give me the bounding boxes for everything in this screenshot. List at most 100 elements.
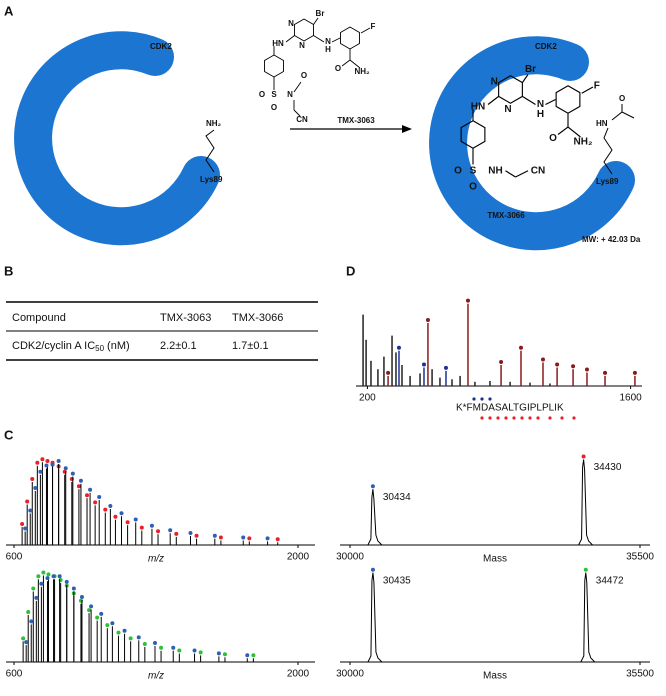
peptide-sequence: K*FMDASALTGIPLPLIK [456,403,564,414]
atom-label: NH [488,165,502,176]
atom-label: Br [525,64,536,75]
peak-marker [56,459,61,463]
peak [367,489,383,546]
fragment-dot [560,416,564,420]
atom-label: O [271,103,277,112]
peak-marker [499,360,504,364]
peak-marker [275,537,280,542]
atom-label: O [259,90,265,99]
peak-marker [194,533,199,538]
peak-marker [396,345,401,350]
peak-marker [105,623,110,628]
peak-marker [198,650,203,655]
peak-marker [174,531,179,536]
peak-marker [24,640,29,645]
peak-marker [33,486,38,490]
bond [293,81,302,93]
fragment-dot [528,416,532,420]
row-label: CDK2/cyclin A IC50 (nM) [12,340,130,353]
fragment-dot [488,416,492,420]
peak-marker [149,523,154,528]
atom-label: HN [272,39,284,48]
peak-marker [64,579,69,584]
bond [545,98,556,106]
atom-label: N [287,90,293,99]
peak-label: 30435 [383,575,411,586]
atom-label: N [504,104,511,115]
peak-marker [128,636,133,641]
atom-label: NH₂ [354,67,370,76]
bond [313,35,325,43]
side-chain [603,127,613,175]
peak [580,572,596,663]
peak-marker [45,576,50,581]
x-axis-label: m/z [148,671,164,682]
atom-label: NH₂ [206,119,222,128]
bond [581,86,594,94]
atom-label: H [537,109,544,120]
atom-label: CN [531,165,545,176]
x-axis-label: Mass [483,554,507,565]
peak-marker [40,457,45,462]
subscript: 50 [95,344,104,353]
peak-marker [247,536,252,541]
peak-marker [103,507,108,512]
atom-label: N [491,77,498,88]
peak-marker [168,528,173,533]
panel-label: C [4,427,14,442]
bond [557,126,569,135]
bond [505,170,516,178]
x-tick-label: 2000 [287,552,310,563]
peak-marker [85,493,90,498]
peak-marker [20,522,25,526]
atom-label: O [335,64,341,73]
bond [611,111,635,121]
peak-marker [425,318,430,322]
peak-marker [93,500,98,505]
peak-marker [99,611,104,616]
x-tick-label: 35500 [626,669,654,680]
fragment-dot [536,416,540,420]
peak-marker [125,520,130,525]
x-tick-label: 35500 [626,552,654,563]
x-tick-label: 200 [359,393,376,404]
row-label-text: CDK2/cyclin A IC [12,340,95,352]
bond [285,35,295,43]
protein-shape [429,36,635,251]
peak-marker [142,641,147,646]
peak-marker [216,651,221,656]
peak-marker [555,362,560,367]
peak-marker [218,535,223,540]
arrow-head [402,125,412,133]
peak-label: 30434 [383,492,411,503]
peak-marker [87,608,92,613]
fragment-dot [504,416,508,420]
peak-marker [45,459,50,463]
peak-marker [26,610,31,614]
fragment-dot [488,397,492,401]
table-cell: 2.2±0.1 [160,340,197,352]
atom-label: O [469,182,477,193]
peak-marker [159,645,164,650]
peak-marker [583,567,588,572]
peak [578,459,593,546]
peak-marker [421,362,426,367]
protein-label: CDK2 [535,42,557,51]
fragment-dot [512,416,516,420]
peak-marker [79,594,84,599]
atom-label: HN [596,119,608,128]
protein-label: CDK2 [150,42,172,51]
peak-marker [23,526,28,531]
unit: (nM) [107,340,130,352]
x-tick-label: 30000 [336,669,364,680]
bond [349,59,361,69]
peak-marker [21,636,26,641]
peak-marker [370,567,375,572]
peak-marker [370,484,375,489]
x-tick-label: 600 [6,669,23,680]
atom-label: N [325,37,331,46]
bond [521,74,529,83]
atom-label: O [549,133,557,144]
